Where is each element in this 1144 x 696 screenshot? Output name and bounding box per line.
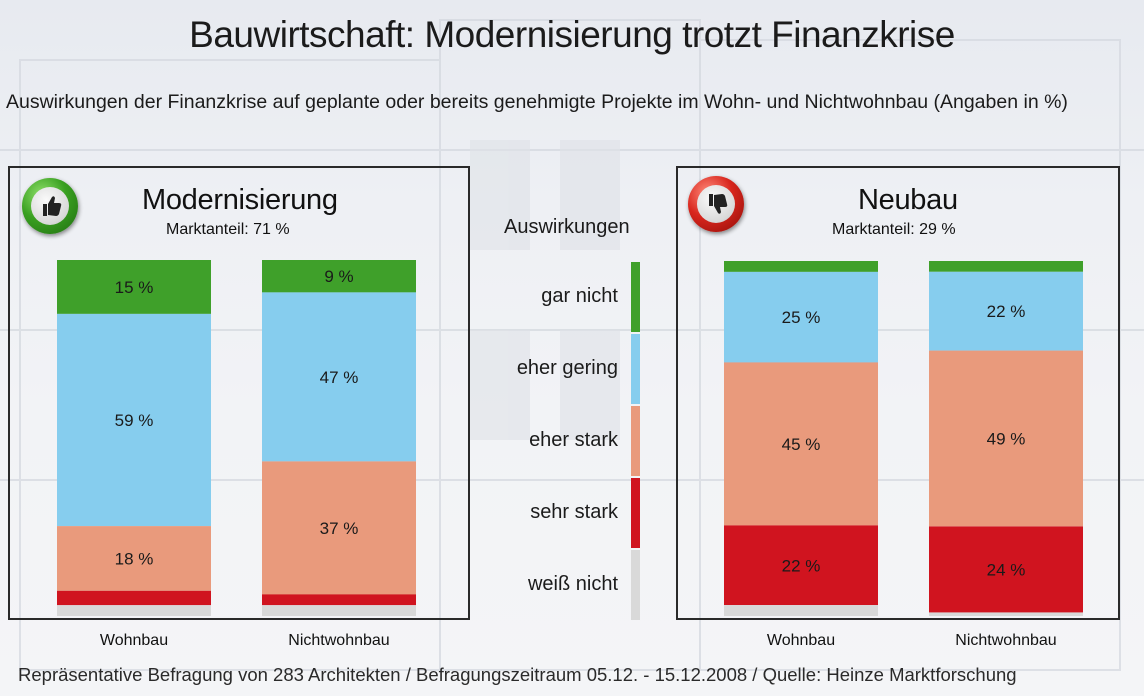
data-label-modernisierung-wohnbau-eher-gering: 59 % — [115, 411, 154, 430]
legend-swatch-eher-gering — [631, 334, 640, 404]
bar-neubau-nichtwohnbau-gar-nicht — [929, 261, 1083, 272]
category-label-modernisierung-nichtwohnbau: Nichtwohnbau — [288, 632, 389, 649]
legend-swatch-eher-stark — [631, 406, 640, 476]
bar-neubau-wohnbau-eher-gering — [724, 271, 878, 363]
legend-title: Auswirkungen — [504, 216, 630, 238]
category-label-neubau-nichtwohnbau: Nichtwohnbau — [955, 632, 1056, 649]
bar-modernisierung-nichtwohnbau-eher-stark — [262, 461, 416, 595]
data-label-modernisierung-nichtwohnbau-gar-nicht: 9 % — [324, 267, 353, 286]
legend-label-eher-stark: eher stark — [529, 429, 619, 451]
data-label-neubau-nichtwohnbau-sehr-stark: 24 % — [987, 560, 1026, 579]
thumbs-down-icon — [688, 176, 744, 232]
bar-modernisierung-wohnbau-sehr-stark — [57, 590, 211, 606]
bar-neubau-nichtwohnbau-sehr-stark — [929, 526, 1083, 613]
source-note: Repräsentative Befragung von 283 Archite… — [18, 664, 1017, 685]
panel-title-neubau: Neubau — [858, 184, 958, 216]
bar-modernisierung-nichtwohnbau-gar-nicht — [262, 260, 416, 293]
bar-modernisierung-nichtwohnbau-weiss-nicht — [262, 605, 416, 616]
chart-subtitle: Auswirkungen der Finanzkrise auf geplant… — [6, 91, 1068, 113]
legend-label-sehr-stark: sehr stark — [530, 501, 619, 523]
bar-modernisierung-wohnbau-eher-stark — [57, 526, 211, 591]
legend-label-weiss-nicht: weiß nicht — [527, 573, 618, 595]
chart-title: Bauwirtschaft: Modernisierung trotzt Fin… — [189, 14, 955, 55]
bar-neubau-nichtwohnbau-eher-gering — [929, 271, 1083, 351]
bar-neubau-wohnbau-sehr-stark — [724, 525, 878, 606]
category-label-neubau-wohnbau: Wohnbau — [767, 632, 835, 649]
category-label-modernisierung-wohnbau: Wohnbau — [100, 632, 168, 649]
bar-modernisierung-wohnbau-gar-nicht — [57, 260, 211, 314]
data-label-neubau-wohnbau-eher-gering: 25 % — [782, 308, 821, 327]
legend-swatch-sehr-stark — [631, 478, 640, 548]
data-label-neubau-wohnbau-eher-stark: 45 % — [782, 435, 821, 454]
bar-modernisierung-nichtwohnbau-sehr-stark — [262, 594, 416, 606]
bar-neubau-wohnbau-eher-stark — [724, 362, 878, 526]
bar-modernisierung-wohnbau-weiss-nicht — [57, 605, 211, 616]
legend-swatch-gar-nicht — [631, 262, 640, 332]
data-label-modernisierung-nichtwohnbau-eher-stark: 37 % — [320, 519, 359, 538]
bar-modernisierung-nichtwohnbau-eher-gering — [262, 292, 416, 462]
legend-label-gar-nicht: gar nicht — [541, 285, 618, 307]
bar-neubau-wohnbau-gar-nicht — [724, 261, 878, 272]
data-label-modernisierung-wohnbau-gar-nicht: 15 % — [115, 278, 154, 297]
data-label-neubau-wohnbau-sehr-stark: 22 % — [782, 556, 821, 575]
thumbs-up-icon — [22, 178, 78, 234]
data-label-modernisierung-wohnbau-eher-stark: 18 % — [115, 550, 154, 569]
bar-modernisierung-wohnbau-eher-gering — [57, 313, 211, 527]
bar-neubau-wohnbau-weiss-nicht — [724, 605, 878, 616]
modernisierung-panel: Modernisierung Marktanteil: 71 % — [8, 166, 470, 620]
market-share-neubau: Marktanteil: 29 % — [832, 221, 956, 238]
data-label-modernisierung-nichtwohnbau-eher-gering: 47 % — [320, 368, 359, 387]
legend-swatch-weiss-nicht — [631, 550, 640, 620]
panel-title-modernisierung: Modernisierung — [142, 184, 338, 216]
legend-label-eher-gering: eher gering — [517, 357, 618, 379]
market-share-modernisierung: Marktanteil: 71 % — [166, 221, 290, 238]
data-label-neubau-nichtwohnbau-eher-stark: 49 % — [987, 430, 1026, 449]
data-label-neubau-nichtwohnbau-eher-gering: 22 % — [987, 302, 1026, 321]
bar-neubau-nichtwohnbau-weiss-nicht — [929, 612, 1083, 616]
bar-neubau-nichtwohnbau-eher-stark — [929, 350, 1083, 527]
neubau-panel: Neubau Marktanteil: 29 % — [676, 166, 1120, 620]
